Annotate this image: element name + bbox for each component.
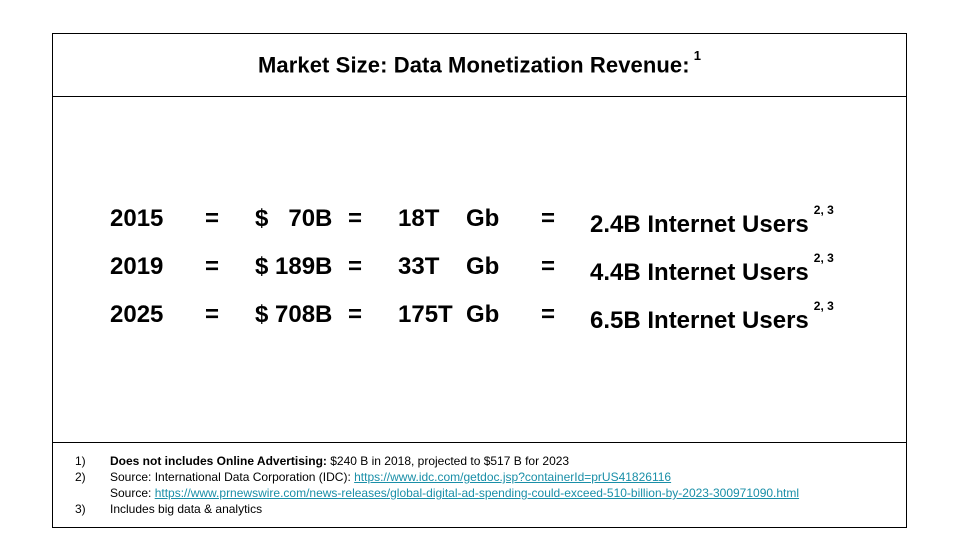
slide-frame: Market Size: Data Monetization Revenue: 1…: [52, 33, 907, 528]
row-revenue: $ 189B: [255, 253, 333, 280]
source-label: Source:: [110, 486, 155, 500]
equals-sign: =: [205, 205, 220, 232]
row-users: 4.4B Internet Users 2, 3: [590, 249, 834, 291]
equals-sign: =: [348, 253, 363, 280]
row-unit: Gb: [466, 205, 500, 232]
row-unit: Gb: [466, 301, 500, 328]
slide-title: Market Size: Data Monetization Revenue: 1: [257, 48, 701, 78]
equals-sign: =: [541, 205, 556, 232]
footnote-number: 2): [75, 470, 86, 484]
row-footnote: 2, 3: [813, 299, 834, 313]
footnote-bold-text: Does not includes Online Advertising:: [110, 454, 327, 468]
row-year: 2019: [110, 253, 164, 280]
footnote-1: 1) Does not includes Online Advertising:…: [53, 453, 906, 469]
row-users-text: 2.4B Internet Users: [590, 211, 809, 238]
data-rows: 2015 = $ 70B = 18T Gb = 2.4B Internet Us…: [53, 96, 906, 446]
footnote-number: 3): [75, 502, 86, 516]
equals-sign: =: [541, 301, 556, 328]
footnote-number: 1): [75, 454, 86, 468]
footnotes: 1) Does not includes Online Advertising:…: [53, 442, 906, 527]
row-users-text: 4.4B Internet Users: [590, 259, 809, 286]
footnote-2: 2) Source: International Data Corporatio…: [53, 469, 906, 485]
row-year: 2015: [110, 205, 164, 232]
row-data-volume: 18T: [398, 205, 440, 232]
row-data-volume: 175T: [398, 301, 453, 328]
footnote-text: Does not includes Online Advertising: $2…: [110, 453, 569, 469]
footnote-text: Source: International Data Corporation (…: [110, 469, 671, 485]
equals-sign: =: [541, 253, 556, 280]
row-users: 6.5B Internet Users 2, 3: [590, 297, 834, 339]
equals-sign: =: [205, 253, 220, 280]
row-data-volume: 33T: [398, 253, 440, 280]
prnewswire-source-link[interactable]: https://www.prnewswire.com/news-releases…: [154, 486, 800, 500]
equals-sign: =: [348, 205, 363, 232]
row-revenue: $ 708B: [255, 301, 333, 328]
row-users: 2.4B Internet Users 2, 3: [590, 201, 834, 243]
source-label: Source: International Data Corporation (…: [110, 470, 355, 484]
equals-sign: =: [348, 301, 363, 328]
title-text: Market Size: Data Monetization Revenue:: [257, 52, 690, 78]
row-footnote: 2, 3: [813, 251, 834, 265]
footnote-detail: $240 B in 2018, projected to $517 B for …: [326, 454, 570, 468]
footnote-text: Includes big data & analytics: [110, 502, 263, 516]
title-box: Market Size: Data Monetization Revenue: 1: [53, 34, 906, 97]
row-unit: Gb: [466, 253, 500, 280]
row-footnote: 2, 3: [813, 203, 834, 217]
footnote-2b: Source: https://www.prnewswire.com/news-…: [53, 485, 906, 501]
row-users-text: 6.5B Internet Users: [590, 307, 809, 334]
row-revenue: $ 70B: [255, 205, 333, 232]
row-year: 2025: [110, 301, 164, 328]
footnote-3: 3) Includes big data & analytics: [53, 501, 906, 517]
idc-source-link[interactable]: https://www.idc.com/getdoc.jsp?container…: [354, 470, 672, 484]
footnote-text: Source: https://www.prnewswire.com/news-…: [110, 485, 799, 501]
title-footnote: 1: [693, 47, 702, 63]
equals-sign: =: [205, 301, 220, 328]
